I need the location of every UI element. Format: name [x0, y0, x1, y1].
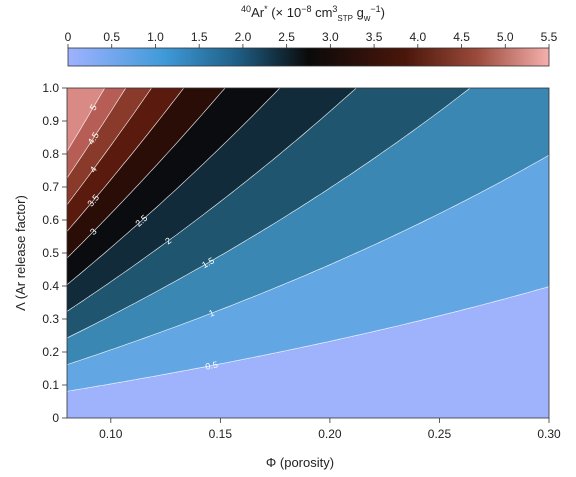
colorbar-tick-label: 4.5 [453, 30, 470, 44]
x-tick-label: 0.10 [99, 427, 123, 441]
x-tick-label: 0.25 [428, 427, 452, 441]
colorbar-title-unit-open: (× 10 [268, 5, 302, 20]
contour-lines [67, 88, 549, 392]
y-tick-label: 0.6 [42, 213, 59, 227]
colorbar-tick-label: 5.0 [497, 30, 514, 44]
colorbar-title-unit-mid: cm [311, 5, 332, 20]
colorbar-tick-labels: 0 0.5 1.0 1.5 2.0 2.5 3.0 3.5 4.0 4.5 5.0 5.5 [65, 30, 558, 48]
x-tick-label: 0.20 [318, 427, 342, 441]
y-tick-label: 0.5 [42, 246, 59, 260]
contour-line [67, 286, 549, 392]
colorbar-tick-label: 3.5 [366, 30, 383, 44]
colorbar-title-exp3: 3 [332, 4, 337, 14]
contour-line [67, 154, 549, 366]
contour-label: 0.5 [205, 359, 219, 371]
contour-line [67, 88, 357, 312]
contour-label: 4 [88, 165, 99, 175]
colorbar-tick-label: 2.0 [235, 30, 252, 44]
x-axis-label: Φ (porosity) [266, 455, 334, 470]
x-tick-label: 0.15 [209, 427, 233, 441]
colorbar-tick-label: 4.0 [409, 30, 426, 44]
y-tick-label: 0.8 [42, 147, 59, 161]
colorbar-tick-label: 1.0 [147, 30, 164, 44]
contour-line [67, 88, 281, 285]
y-tick-label: 0.3 [42, 312, 59, 326]
colorbar [67, 47, 550, 67]
contour-label: 2 [163, 235, 173, 246]
contour-line [67, 88, 152, 205]
y-axis: 0 0.1 0.2 0.3 0.4 0.5 0.6 0.7 0.8 0.9 1.0 [42, 81, 67, 425]
contour-line [67, 88, 185, 232]
colorbar-tick-label: 0 [65, 30, 72, 44]
colorbar-title: 40Ar* (× 10−8 cm3STP gw−1) [241, 4, 385, 23]
colorbar-tick-label: 1.5 [191, 30, 208, 44]
contour-label: 3 [88, 226, 99, 237]
y-tick-label: 0.2 [42, 345, 59, 359]
contour-line [67, 88, 471, 339]
x-axis: 0.10 0.15 0.20 0.25 0.30 [99, 418, 561, 441]
x-tick-label: 0.30 [537, 427, 561, 441]
y-tick-label: 0.7 [42, 180, 59, 194]
contour-line [67, 88, 226, 259]
y-tick-label: 0.9 [42, 114, 59, 128]
y-tick-label: 1.0 [42, 81, 59, 95]
y-tick-label: 0.4 [42, 279, 59, 293]
contour-label: 5 [88, 103, 99, 112]
contour-label: 1 [207, 308, 215, 319]
y-axis-label: Λ (Ar release factor) [13, 195, 28, 311]
colorbar-title-star: * [264, 4, 268, 14]
colorbar-tick-label: 3.0 [322, 30, 339, 44]
plot-area: 0.511.522.533.544.55 [67, 88, 549, 418]
colorbar-title-exp: −8 [301, 4, 311, 14]
y-tick-label: 0.1 [42, 378, 59, 392]
colorbar-title-sub-w: w [363, 13, 371, 23]
colorbar-title-sub-stp: STP [337, 14, 353, 23]
colorbar-title-exp-neg1: −1 [370, 4, 380, 14]
colorbar-title-element: Ar [251, 5, 265, 20]
contour-labels: 0.511.522.533.544.55 [85, 103, 218, 372]
y-tick-label: 0 [52, 411, 59, 425]
colorbar-title-mass: 40 [241, 4, 251, 14]
colorbar-tick-label: 0.5 [103, 30, 120, 44]
colorbar-title-unit-g: g [353, 5, 364, 20]
colorbar-tick-label: 2.5 [278, 30, 295, 44]
colorbar-title-close: ) [381, 5, 385, 20]
contour-fill [67, 88, 549, 418]
colorbar-tick-label: 5.5 [541, 30, 558, 44]
